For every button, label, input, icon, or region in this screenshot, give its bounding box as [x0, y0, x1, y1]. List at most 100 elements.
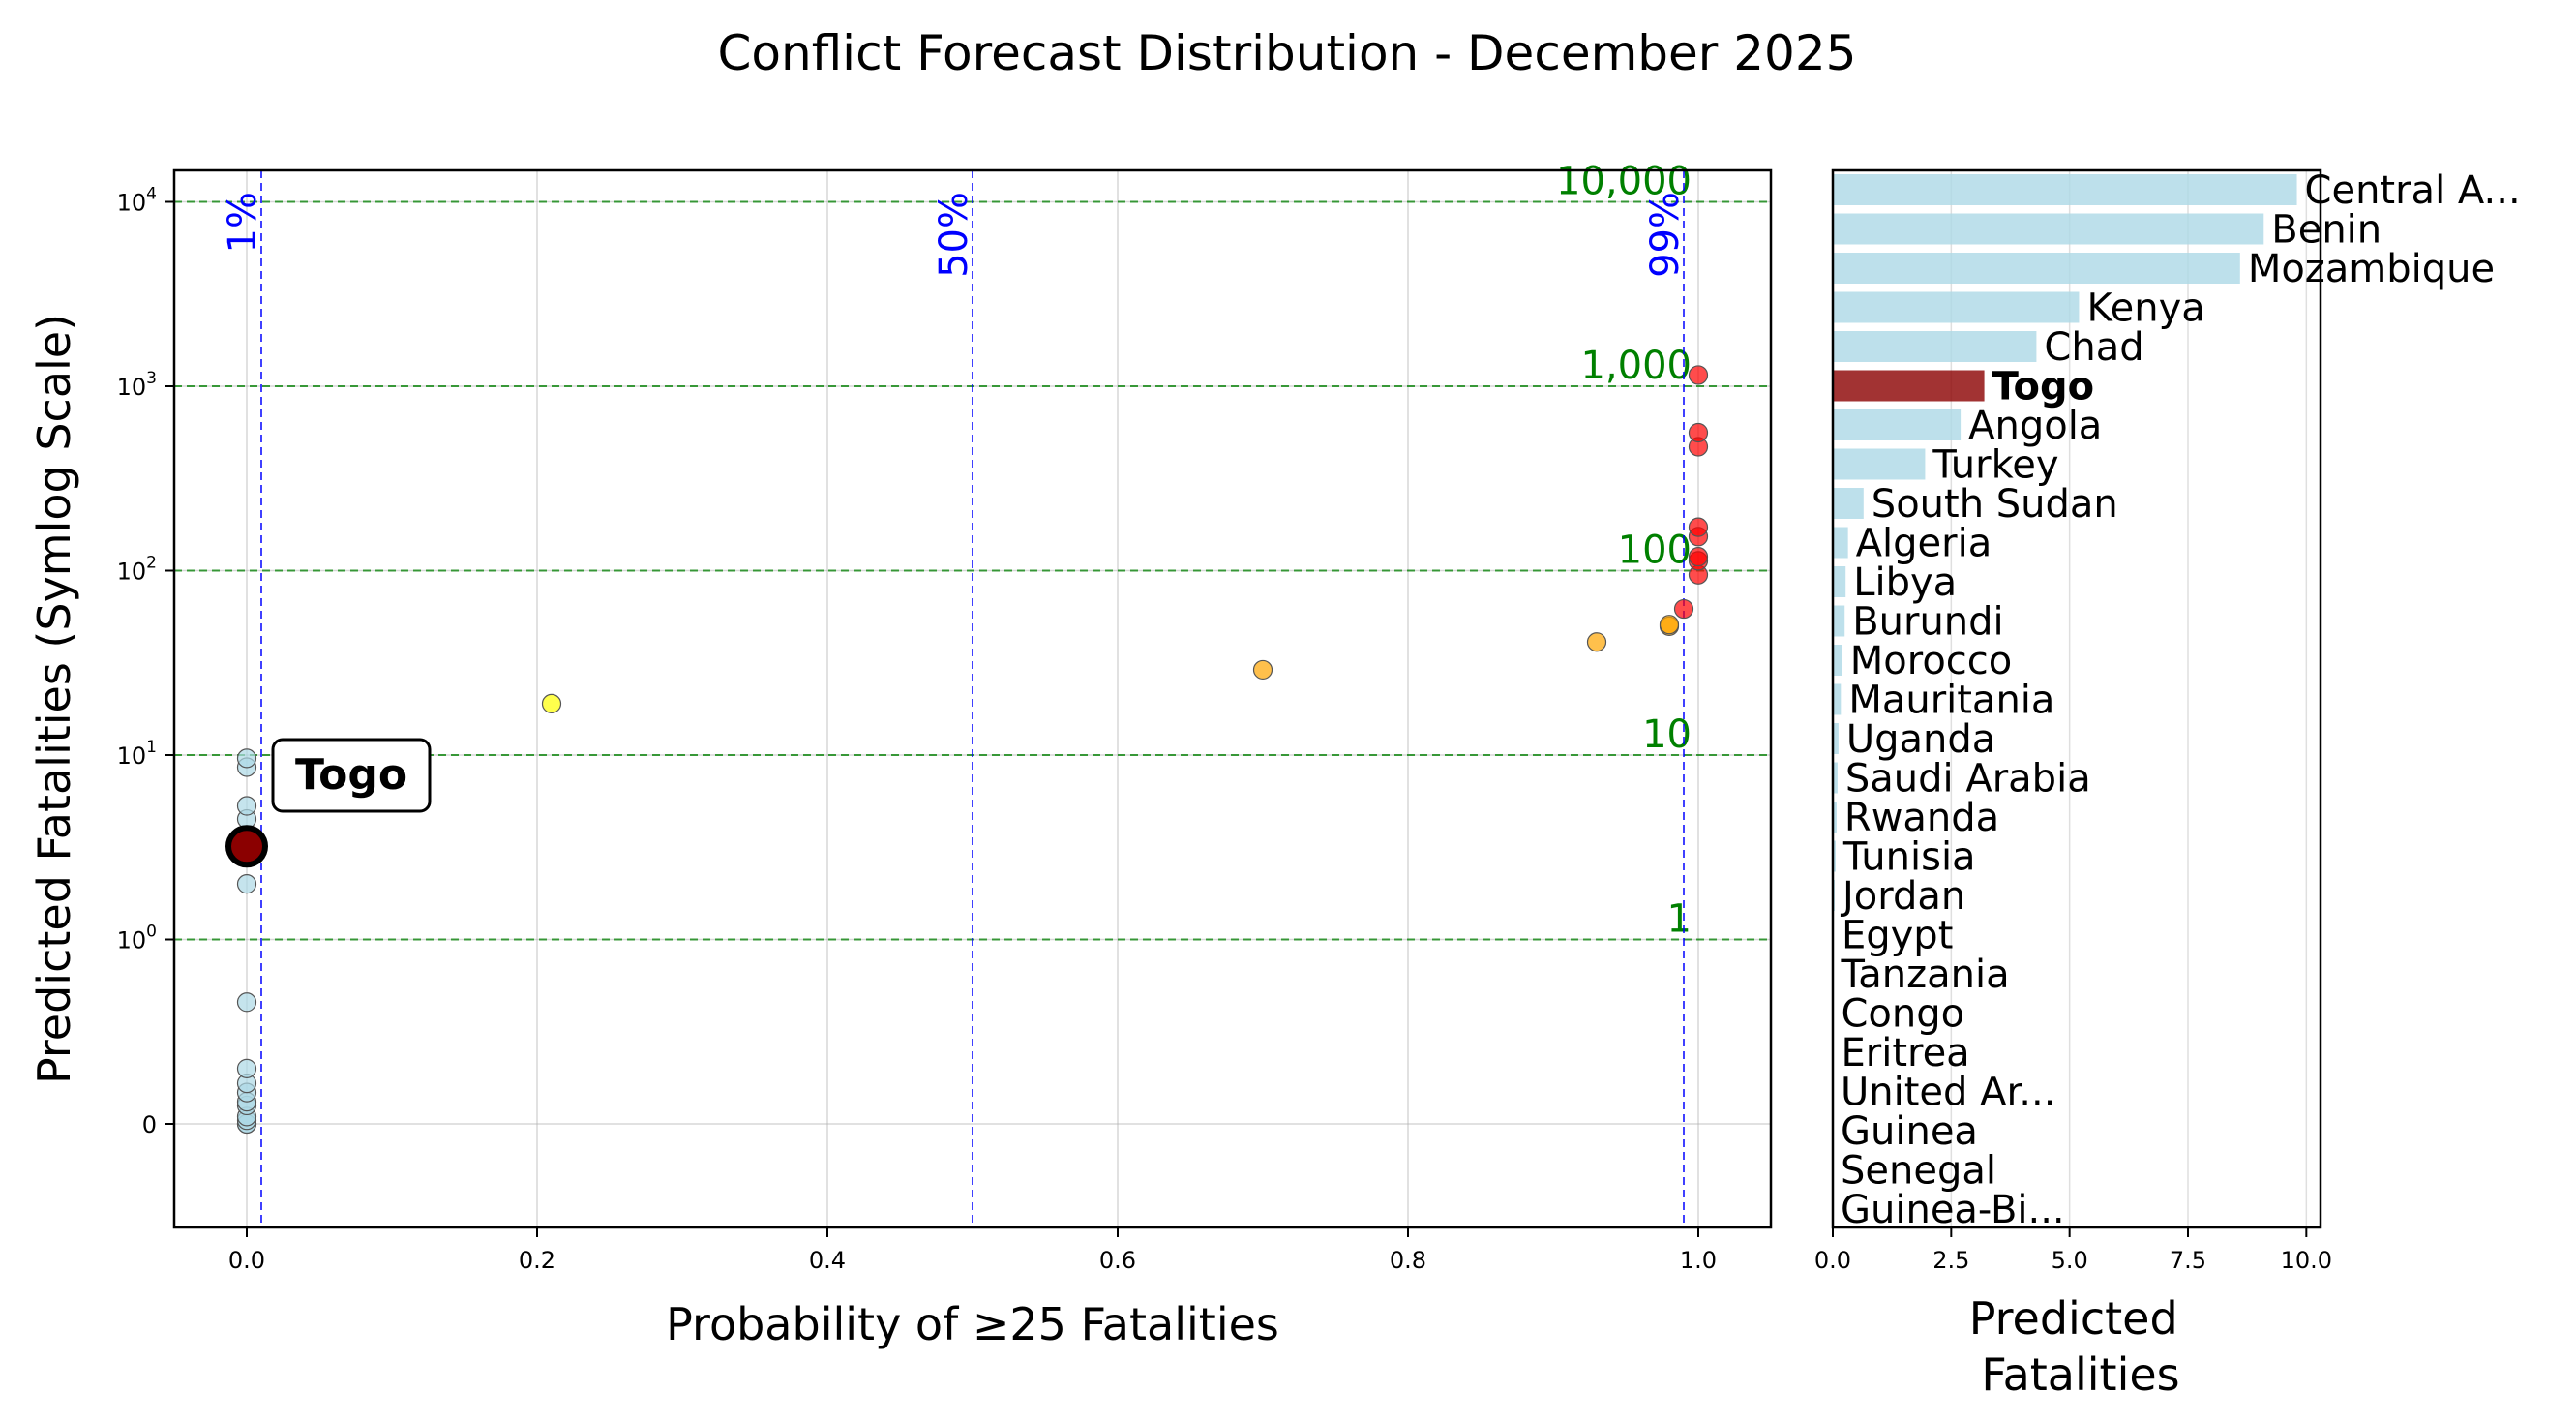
- fatality-reference-label: 1: [1667, 897, 1692, 942]
- bar: [1833, 448, 1926, 480]
- bar-x-tick-label: 7.5: [2170, 1247, 2206, 1274]
- bar: [1833, 488, 1864, 519]
- scatter-y-tick-exponent: 3: [146, 369, 157, 388]
- scatter-point: [1659, 615, 1680, 635]
- bar-label: Uganda: [1846, 717, 1995, 762]
- scatter-y-tick-base: 10: [117, 559, 147, 586]
- bar: [1833, 527, 1848, 559]
- scatter-point: [1586, 632, 1607, 652]
- bar: [1833, 605, 1845, 637]
- fatality-reference-label: 1,000: [1580, 344, 1692, 388]
- bar-label: Burundi: [1852, 600, 2003, 645]
- scatter-y-tick-exponent: 4: [146, 185, 157, 204]
- scatter-y-tick-label: 102: [117, 554, 157, 586]
- bar: [1833, 840, 1836, 872]
- scatter-axes-frame: [172, 168, 1773, 1229]
- scatter-y-tick-label: 104: [117, 185, 157, 217]
- scatter-x-axis-label: Probability of ≥25 Fatalities: [666, 1298, 1279, 1350]
- scatter-y-tick-label: 0: [142, 1111, 157, 1138]
- bar: [1833, 213, 2264, 245]
- bar-label: Guinea: [1841, 1109, 1978, 1154]
- bar-x-axis-label-line-2: Fatalities: [1981, 1348, 2179, 1401]
- bar-label: Benin: [2271, 208, 2381, 253]
- scatter-y-tick-exponent: 2: [146, 554, 157, 573]
- bar-label: Senegal: [1841, 1149, 1996, 1194]
- highlight-point: [225, 825, 268, 868]
- scatter-y-tick-label: 103: [117, 369, 157, 401]
- probability-reference-label: 50%: [932, 192, 976, 278]
- probability-reference-lines: 1% 50% 99%: [221, 170, 1688, 1227]
- bar-x-axis-label-line-1: Predicted: [1969, 1292, 2178, 1345]
- scatter-y-tick-label: 100: [117, 923, 157, 954]
- bar-label: Mozambique: [2248, 247, 2495, 291]
- bar-label: Jordan: [1840, 874, 1965, 919]
- bar-label: Mauritania: [1848, 679, 2054, 723]
- bar-label: Central A...: [2305, 168, 2521, 213]
- bar-label: Rwanda: [1844, 796, 1999, 840]
- bar-x-tick-label: 0.0: [1814, 1247, 1851, 1274]
- probability-reference-label: 99%: [1643, 192, 1688, 278]
- bar: [1833, 174, 2297, 205]
- scatter-x-tick-label: 1.0: [1680, 1247, 1717, 1274]
- bar-label: Congo: [1841, 992, 1964, 1037]
- highlight-callout-label: Togo: [295, 750, 407, 800]
- bar-x-tick-label: 5.0: [2052, 1247, 2088, 1274]
- bar-label: Turkey: [1932, 443, 2058, 488]
- scatter-x-tick-label: 0.8: [1390, 1247, 1426, 1274]
- scatter-point: [236, 1058, 257, 1078]
- bar-axes-frame: [1831, 168, 2322, 1229]
- bar-x-tick-label: 10.0: [2281, 1247, 2332, 1274]
- bar-label: South Sudan: [1872, 482, 2118, 527]
- bar-label: Saudi Arabia: [1845, 757, 2091, 802]
- scatter-y-tick-base: 10: [117, 374, 147, 401]
- bar-label: Eritrea: [1841, 1031, 1969, 1075]
- fatality-reference-label: 100: [1618, 529, 1692, 573]
- scatter-point: [236, 874, 257, 894]
- bar-x-tick-label: 2.5: [1932, 1247, 1969, 1274]
- scatter-point: [541, 693, 562, 713]
- bar-label: Egypt: [1842, 914, 1953, 958]
- scatter-x-tick-label: 0.6: [1099, 1247, 1136, 1274]
- scatter-point: [1688, 517, 1709, 537]
- scatter-y-tick-base: 10: [117, 742, 147, 770]
- bar-label: Algeria: [1856, 522, 1992, 566]
- scatter-point: [1688, 547, 1709, 567]
- bar: [1833, 723, 1839, 754]
- scatter-point: [236, 796, 257, 816]
- scatter-point: [236, 992, 257, 1013]
- bar-label: Guinea-Bi...: [1841, 1188, 2065, 1232]
- bar: [1833, 331, 2037, 362]
- bar: [1833, 683, 1842, 715]
- highlight-group: Togo: [225, 738, 432, 868]
- scatter-point: [1688, 365, 1709, 385]
- scatter-y-tick-exponent: 1: [146, 738, 157, 757]
- scatter-x-tick-label: 0.4: [809, 1247, 846, 1274]
- scatter-point: [1673, 598, 1694, 620]
- bar-label: United Ar...: [1841, 1071, 2055, 1115]
- scatter-points: [236, 365, 1709, 1135]
- probability-reference-label: 1%: [221, 192, 265, 253]
- scatter-y-tick-base: 0: [142, 1111, 157, 1138]
- bar-label: Togo: [1992, 365, 2095, 409]
- bar: [1833, 762, 1838, 794]
- scatter-point: [1688, 422, 1709, 443]
- bar-label: Kenya: [2086, 287, 2204, 331]
- bar: [1833, 253, 2240, 284]
- scatter-x-tick-label: 0.0: [228, 1247, 265, 1274]
- scatter-y-tick-exponent: 0: [146, 923, 157, 942]
- scatter-y-tick-base: 10: [117, 927, 147, 954]
- bar: [1833, 409, 1962, 440]
- bar-label: Angola: [1968, 404, 2102, 448]
- bar-label: Morocco: [1850, 639, 2012, 683]
- bar: [1833, 802, 1837, 833]
- bar: [1833, 370, 1985, 402]
- bar-label: Tanzania: [1840, 953, 2009, 997]
- scatter-x-tick-label: 0.2: [519, 1247, 555, 1274]
- scatter-point: [1252, 659, 1273, 681]
- scatter-y-tick-base: 10: [117, 190, 147, 217]
- highlight-callout-box: [271, 738, 432, 813]
